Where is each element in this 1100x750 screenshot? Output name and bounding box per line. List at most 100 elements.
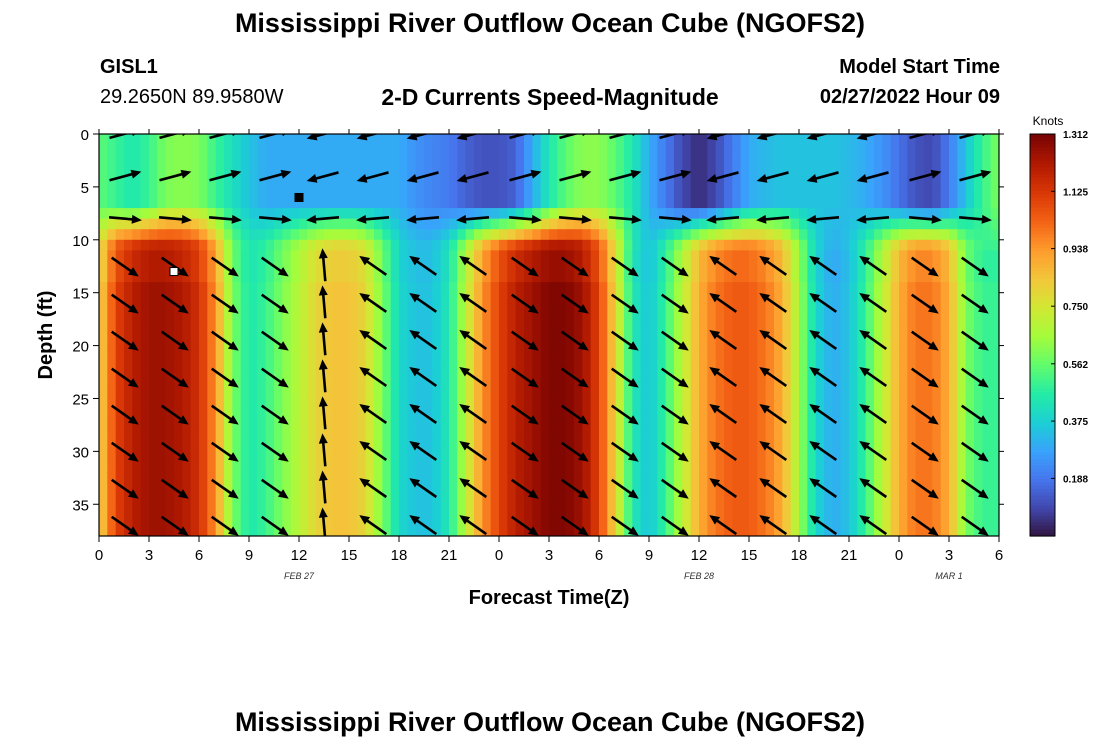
heatmap-cell xyxy=(115,186,125,199)
heatmap-cell xyxy=(524,186,533,199)
heatmap-cell xyxy=(799,239,808,251)
heatmap-cell xyxy=(132,398,142,410)
heatmap-cell xyxy=(632,324,642,336)
heatmap-cell xyxy=(607,483,617,495)
heatmap-cell xyxy=(765,144,775,156)
heatmap-cell xyxy=(240,525,250,536)
heatmap-cell xyxy=(215,419,225,431)
heatmap-cell xyxy=(824,303,833,315)
heatmap-cell xyxy=(299,514,308,527)
heatmap-cell xyxy=(332,335,342,347)
heatmap-cell xyxy=(590,483,600,495)
heatmap-cell xyxy=(324,430,333,442)
heatmap-cell xyxy=(340,239,350,251)
heatmap-cell xyxy=(232,208,242,220)
heatmap-cell xyxy=(449,419,458,431)
heatmap-cell xyxy=(332,282,342,294)
heatmap-cell xyxy=(249,292,258,304)
heatmap-cell xyxy=(524,165,533,177)
current-arrow xyxy=(510,404,539,425)
heatmap-cell xyxy=(232,155,242,167)
heatmap-cell xyxy=(140,335,150,347)
heatmap-cell xyxy=(665,134,675,146)
heatmap-cell xyxy=(707,461,717,474)
heatmap-cell xyxy=(765,377,775,389)
colorbar-swatch xyxy=(1030,308,1055,313)
heatmap-cell xyxy=(390,430,400,442)
heatmap-cell xyxy=(190,409,200,421)
heatmap-cell xyxy=(307,144,317,156)
heatmap-cell xyxy=(107,483,117,495)
heatmap-cell xyxy=(482,514,492,527)
heatmap-cell xyxy=(940,409,950,421)
heatmap-cell xyxy=(99,504,108,516)
heatmap-cell xyxy=(249,239,258,251)
heatmap-cell xyxy=(965,155,975,167)
heatmap-cell xyxy=(674,377,683,389)
current-arrow xyxy=(660,404,689,425)
heatmap-cell xyxy=(674,218,683,230)
heatmap-cell xyxy=(374,229,383,241)
heatmap-cell xyxy=(399,356,408,368)
heatmap-cell xyxy=(582,260,592,273)
heatmap-cell xyxy=(724,313,733,326)
heatmap-cell xyxy=(599,356,608,368)
heatmap-cell xyxy=(424,398,433,410)
heatmap-cell xyxy=(482,461,492,474)
heatmap-cell xyxy=(549,292,558,304)
heatmap-cell xyxy=(107,525,117,536)
heatmap-cell xyxy=(482,229,492,241)
heatmap-cell xyxy=(757,345,767,357)
heatmap-cell xyxy=(482,250,492,262)
heatmap-cell xyxy=(374,461,383,474)
heatmap-cell xyxy=(840,303,850,315)
heatmap-cell xyxy=(599,335,608,347)
heatmap-cell xyxy=(640,472,650,484)
heatmap-cell xyxy=(857,483,867,495)
heatmap-cell xyxy=(724,356,733,368)
heatmap-cell xyxy=(332,208,342,220)
heatmap-cell xyxy=(132,186,142,199)
heatmap-cell xyxy=(357,345,367,357)
y-tick-label: 20 xyxy=(72,339,89,356)
heatmap-cell xyxy=(140,186,150,199)
heatmap-cell xyxy=(174,144,183,156)
heatmap-cell xyxy=(207,229,217,241)
heatmap-cell xyxy=(682,514,692,527)
heatmap-cell xyxy=(665,155,675,167)
heatmap-cell xyxy=(857,176,867,188)
heatmap-cell xyxy=(699,155,708,167)
heatmap-cell xyxy=(507,387,517,400)
heatmap-cell xyxy=(640,430,650,442)
heatmap-cell xyxy=(240,218,250,230)
heatmap-cell xyxy=(107,324,117,336)
heatmap-cell xyxy=(982,186,992,199)
heatmap-cell xyxy=(557,461,567,474)
heatmap-cell xyxy=(574,430,583,442)
heatmap-cell xyxy=(532,472,542,484)
heatmap-cell xyxy=(799,197,808,209)
x-tick-label: 3 xyxy=(145,547,153,564)
heatmap-cell xyxy=(340,461,350,474)
heatmap-cell xyxy=(740,208,750,220)
heatmap-cell xyxy=(224,303,233,315)
heatmap-cell xyxy=(574,271,583,283)
current-arrow xyxy=(359,441,388,462)
heatmap-cell xyxy=(907,324,917,336)
heatmap-cell xyxy=(582,271,592,283)
heatmap-cell xyxy=(665,387,675,400)
heatmap-cell xyxy=(957,356,967,368)
heatmap-cell xyxy=(157,430,167,442)
heatmap-cell xyxy=(715,440,725,452)
heatmap-cell xyxy=(207,186,217,199)
heatmap-cell xyxy=(407,313,417,326)
heatmap-cell xyxy=(957,419,967,431)
heatmap-cell xyxy=(799,282,808,294)
current-arrow xyxy=(560,293,589,314)
heatmap-cell xyxy=(340,472,350,484)
heatmap-cell xyxy=(440,218,450,230)
heatmap-cell xyxy=(940,419,950,431)
current-arrow xyxy=(856,134,880,141)
heatmap-cell xyxy=(149,218,158,230)
heatmap-cell xyxy=(124,440,133,452)
